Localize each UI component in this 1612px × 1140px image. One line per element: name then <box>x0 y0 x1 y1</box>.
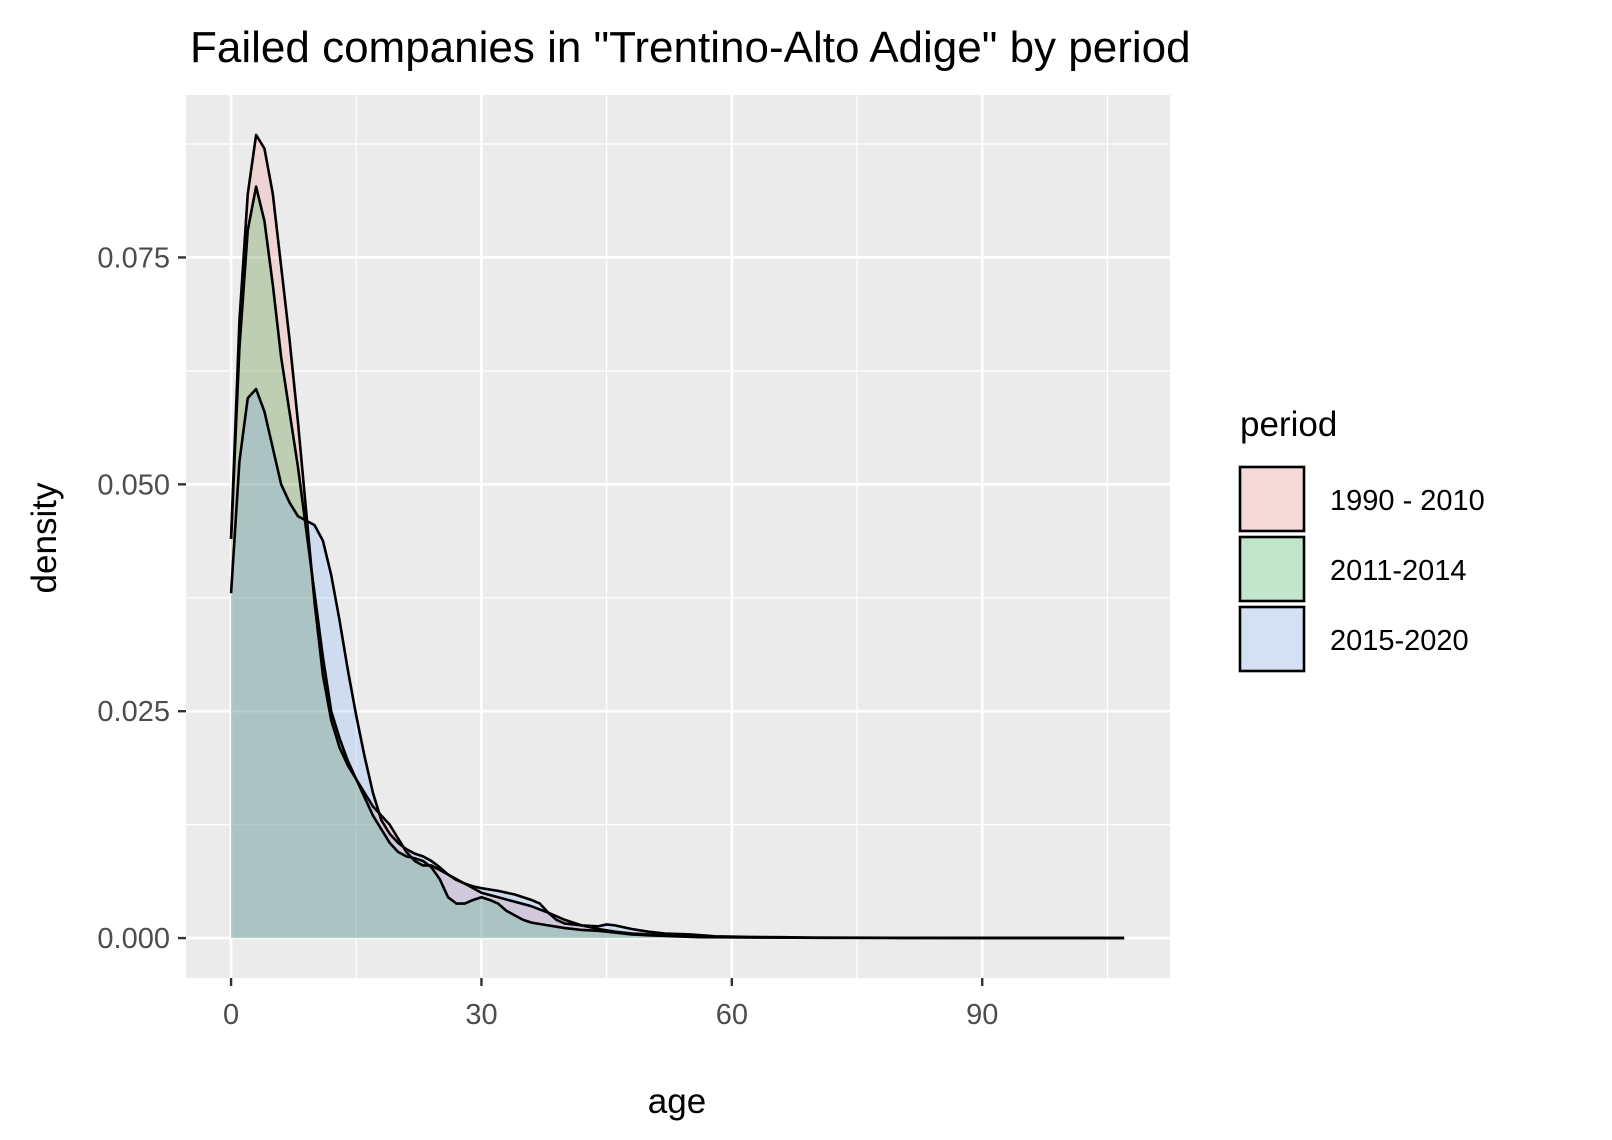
legend-key-background <box>1240 467 1304 531</box>
legend: period 1990 - 2010 2011-2014 2015-2020 <box>1238 405 1485 673</box>
density-area-1 <box>231 134 1125 939</box>
legend-title: period <box>1240 405 1337 444</box>
legend-key-background <box>1240 607 1304 671</box>
y-tick-label: 0.075 <box>97 242 170 274</box>
legend-item: 2011-2014 <box>1238 535 1467 603</box>
x-axis-title: age <box>648 1082 706 1121</box>
y-tick-label: 0.025 <box>97 696 170 728</box>
density-area-2 <box>231 186 1125 939</box>
legend-swatch <box>1238 535 1306 603</box>
x-tick-label: 30 <box>465 999 497 1031</box>
density-area-3 <box>231 389 1125 939</box>
legend-swatch <box>1238 465 1306 533</box>
legend-label: 1990 - 2010 <box>1330 485 1485 517</box>
legend-key-background <box>1240 537 1304 601</box>
y-tick-label: 0.050 <box>97 469 170 501</box>
chart-title: Failed companies in "Trentino-Alto Adige… <box>190 23 1191 72</box>
plot-area: 0 30 60 90 0.000 0.025 0.050 0.075 <box>97 95 1170 1031</box>
x-tick-label: 0 <box>223 999 239 1031</box>
legend-label: 2015-2020 <box>1330 625 1469 657</box>
density-line-2 <box>229 185 1125 940</box>
density-line-3 <box>229 387 1125 940</box>
y-axis-title: density <box>25 482 64 593</box>
legend-item: 1990 - 2010 <box>1238 465 1485 533</box>
legend-swatch <box>1238 605 1306 673</box>
legend-label: 2011-2014 <box>1330 555 1467 587</box>
x-tick-label: 90 <box>966 999 998 1031</box>
plot-panel <box>186 95 1170 978</box>
x-tick-label: 60 <box>716 999 748 1031</box>
y-tick-label: 0.000 <box>97 923 170 955</box>
legend-item: 2015-2020 <box>1238 605 1469 673</box>
